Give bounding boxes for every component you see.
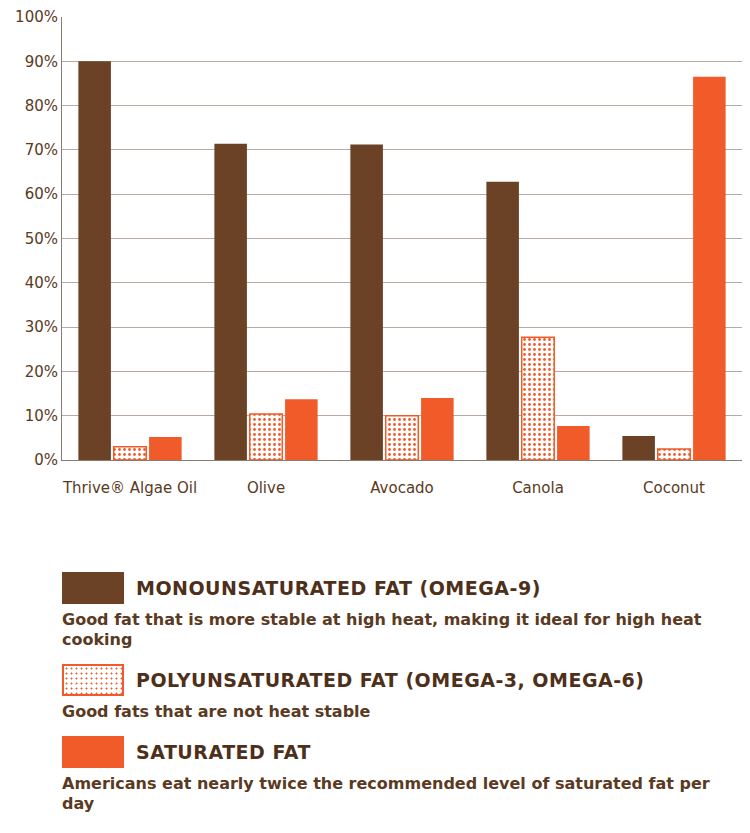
- html-text:Good fat that is more stable a: Good fat that is more stable at high hea…: [62, 610, 702, 649]
- svg-text:30%: 30%: [25, 318, 58, 336]
- svg-text:Thrive® Algae Oil: Thrive® Algae Oil: [62, 479, 197, 497]
- html-text:Good fats that are not heat st: Good fats that are not heat stable: [62, 702, 371, 721]
- html-text:Americans eat nearly twice the: Americans eat nearly twice the recommend…: [62, 774, 710, 813]
- html-text:POLYUNSATURATED FAT (OMEGA-3,: POLYUNSATURATED FAT (OMEGA-3, OMEGA-6): [136, 669, 645, 691]
- svg-text:60%: 60%: [25, 185, 58, 203]
- svg-text:Olive: Olive: [247, 479, 285, 497]
- svg-text:20%: 20%: [25, 363, 58, 381]
- svg-text:70%: 70%: [25, 141, 58, 159]
- html-text:SATURATED FAT: SATURATED FAT: [136, 741, 311, 763]
- svg-text:50%: 50%: [25, 230, 58, 248]
- svg-text:10%: 10%: [25, 407, 58, 425]
- svg-text:Coconut: Coconut: [643, 479, 705, 497]
- svg-text:100%: 100%: [15, 8, 58, 26]
- svg-text:80%: 80%: [25, 97, 58, 115]
- html-text:MONOUNSATURATED FAT (OMEGA-9): MONOUNSATURATED FAT (OMEGA-9): [136, 577, 541, 599]
- svg-text:Avocado: Avocado: [370, 479, 434, 497]
- svg-text:0%: 0%: [34, 451, 58, 469]
- svg-text:Canola: Canola: [512, 479, 564, 497]
- svg-text:40%: 40%: [25, 274, 58, 292]
- svg-text:90%: 90%: [25, 53, 58, 71]
